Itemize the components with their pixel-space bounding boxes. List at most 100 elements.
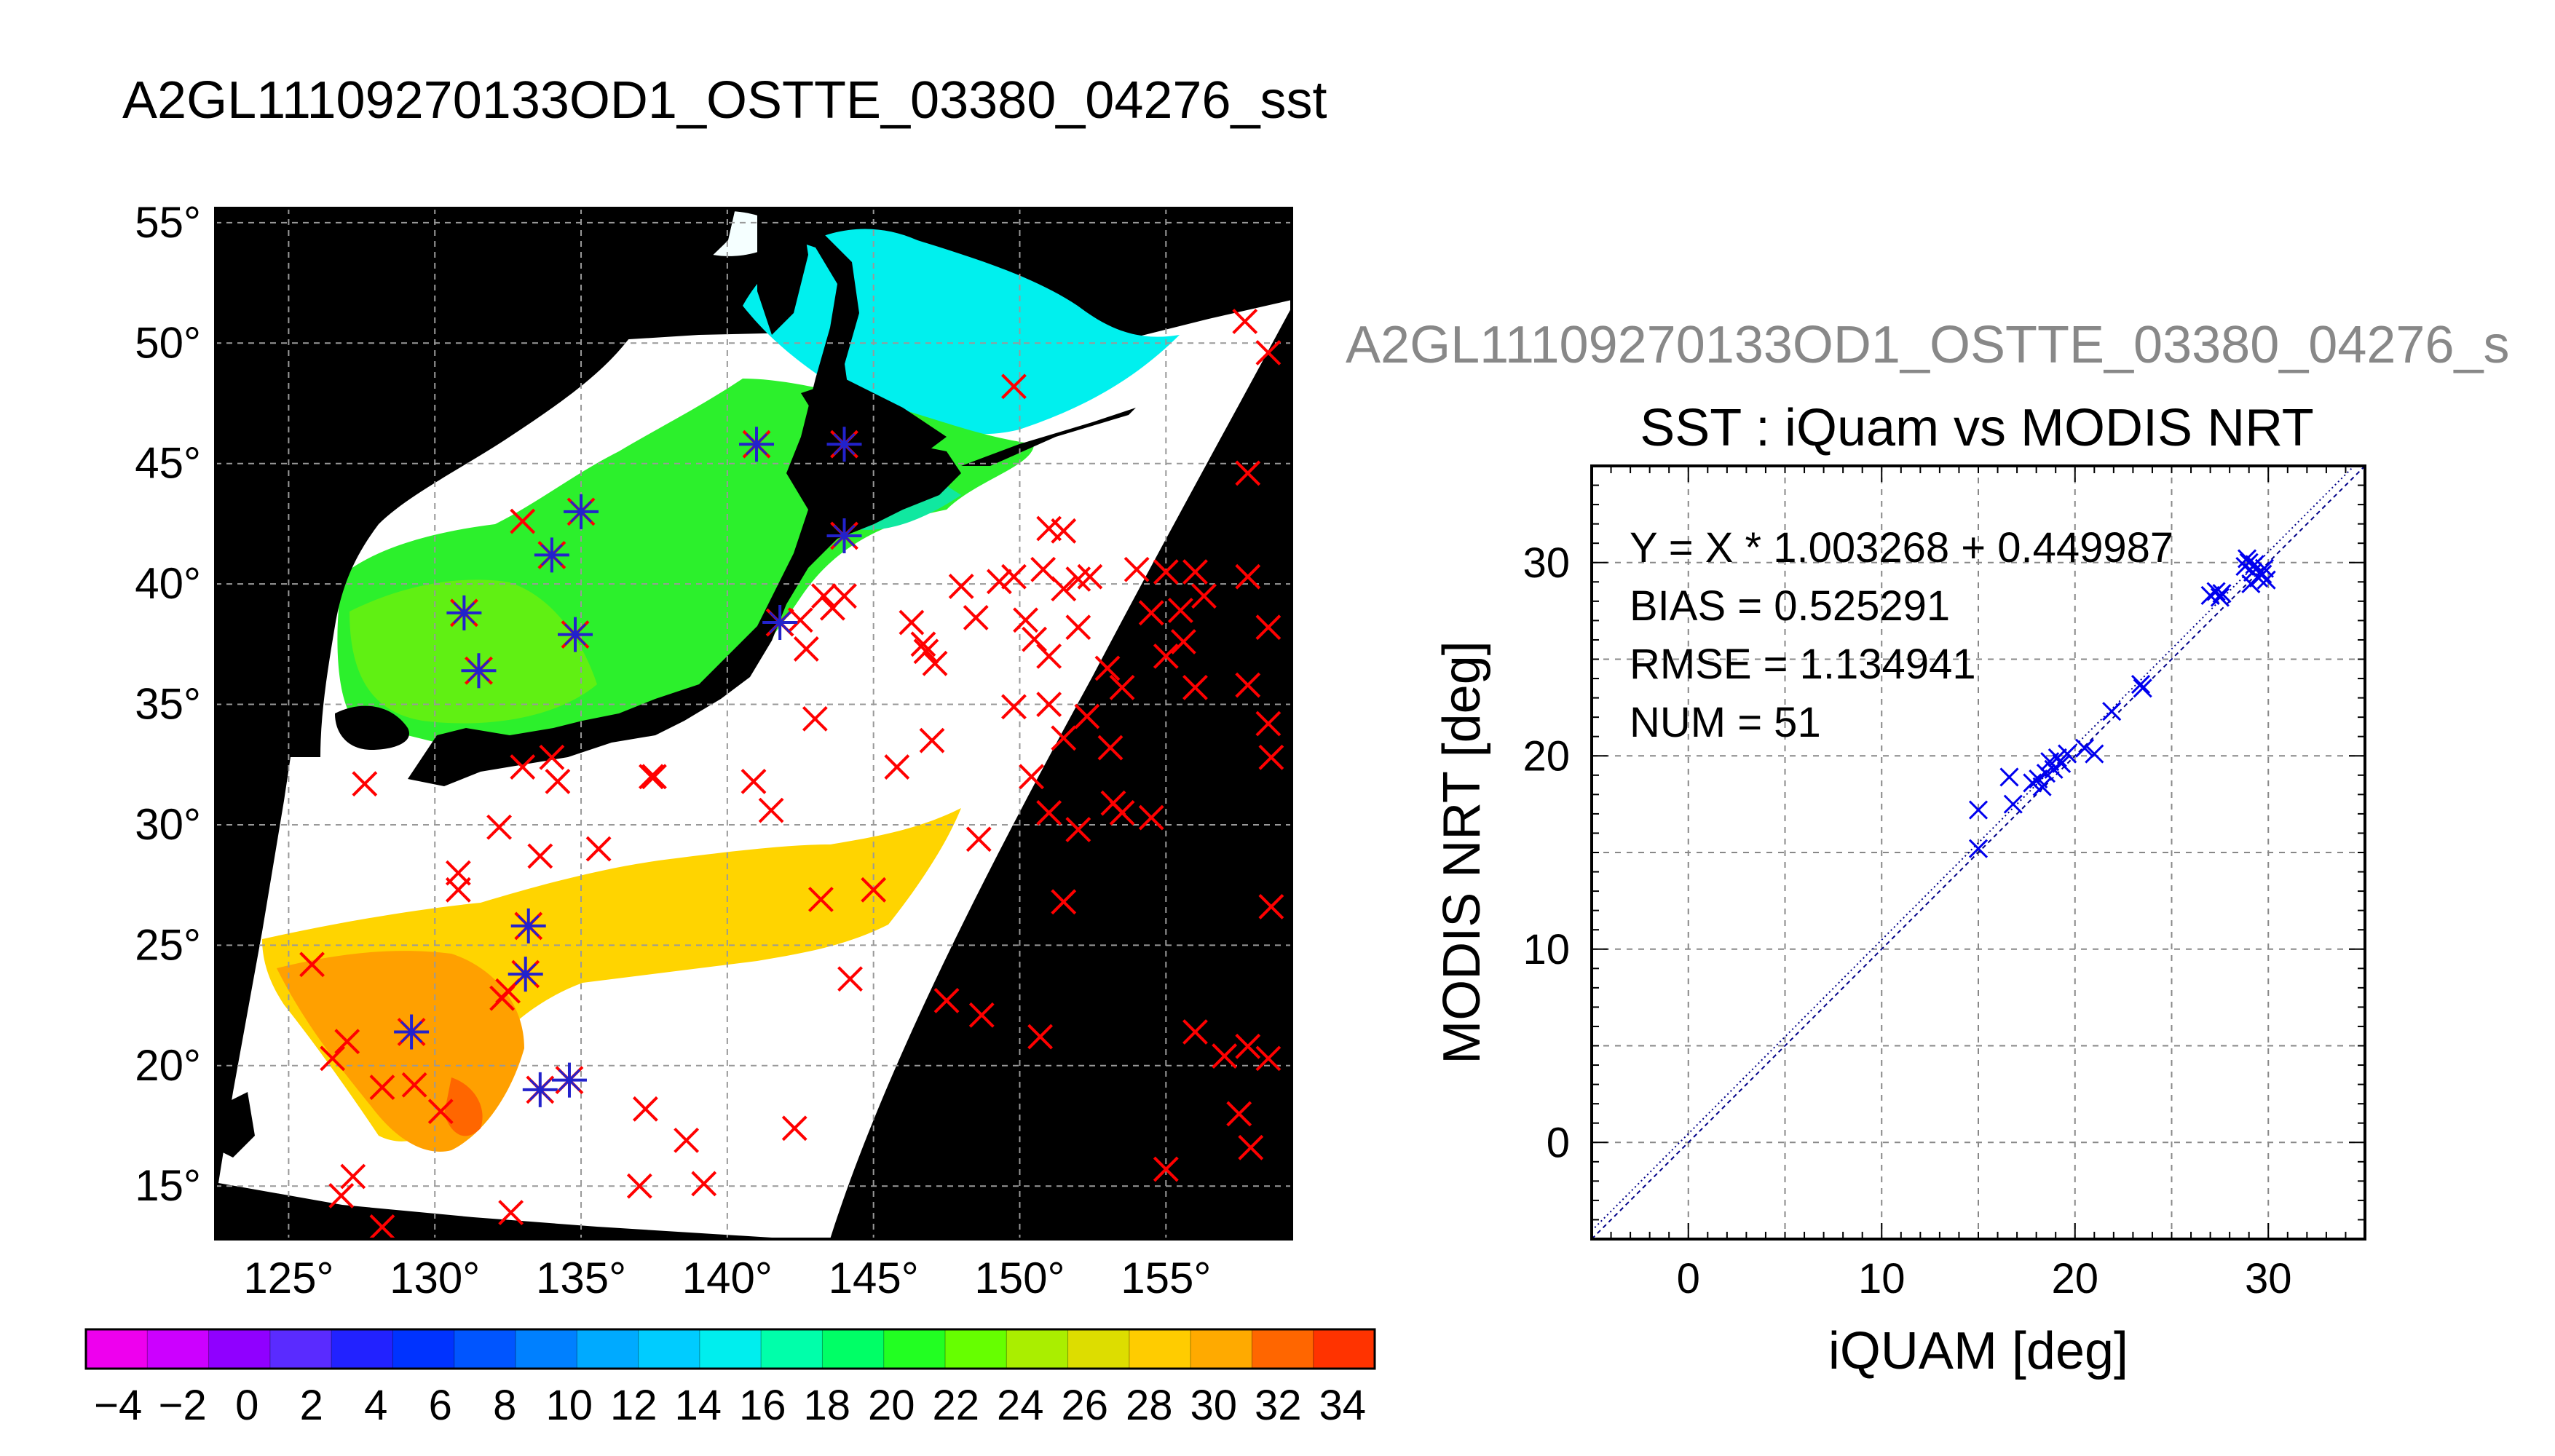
scatter-point xyxy=(2102,702,2122,721)
scatter-point xyxy=(2212,584,2232,604)
map-outlier-marker xyxy=(922,650,948,676)
map-matchup-marker xyxy=(739,427,775,462)
colorbar-tick-label: 10 xyxy=(545,1382,593,1429)
colorbar-segment xyxy=(822,1329,885,1369)
colorbar-segment xyxy=(761,1329,823,1369)
colorbar-segment xyxy=(945,1329,1007,1369)
scatter-point xyxy=(2058,744,2077,764)
map-y-tick-label: 45° xyxy=(135,439,201,488)
map-matchup-marker xyxy=(394,1014,430,1050)
map-outlier-marker xyxy=(968,1002,995,1028)
map-outlier-marker xyxy=(445,877,471,903)
scatter-point xyxy=(2023,773,2042,793)
scatter-ylabel: MODIS NRT [deg] xyxy=(1433,641,1491,1064)
scatter-x-tick-label: 10 xyxy=(1858,1255,1906,1302)
colorbar-tick-label: 22 xyxy=(932,1382,979,1429)
map-outlier-marker xyxy=(884,754,910,780)
map-outlier-marker xyxy=(1212,1043,1238,1069)
map-outlier-marker xyxy=(545,768,571,794)
colorbar-segment xyxy=(883,1329,946,1369)
map-outlier-marker xyxy=(1153,643,1179,669)
map-outlier-marker xyxy=(861,877,887,903)
map-outlier-marker xyxy=(1258,894,1284,919)
map-outlier-marker xyxy=(1013,607,1038,633)
map-x-tick-label: 145° xyxy=(829,1254,919,1302)
scatter-point xyxy=(2074,738,2095,758)
colorbar-segment xyxy=(577,1329,639,1369)
map-outlier-marker xyxy=(1001,373,1027,400)
map-outlier-marker xyxy=(802,705,828,732)
colorbar-segment xyxy=(454,1329,516,1369)
map-outlier-marker xyxy=(1235,460,1261,486)
scatter-x-tick-label: 30 xyxy=(2245,1255,2292,1302)
map-outlier-marker xyxy=(1051,889,1077,915)
scatter-point xyxy=(2210,587,2230,607)
colorbar-tick-label: 2 xyxy=(300,1382,323,1429)
scatter-title: SST : iQuam vs MODIS NRT xyxy=(1640,399,2314,457)
map-outlier-marker xyxy=(758,797,784,823)
map-outlier-marker xyxy=(965,826,992,852)
map-outlier-marker xyxy=(1255,1045,1282,1072)
map-outlier-marker xyxy=(1094,655,1121,681)
map-y-tick-labels: 15° 20° 25° 30° 35° 40° 45° 50° 55° xyxy=(135,198,201,1210)
map-y-tick-label: 55° xyxy=(135,198,201,247)
map-outlier-marker xyxy=(1065,614,1091,641)
map-grid xyxy=(216,208,1292,1239)
map-outlier-marker xyxy=(585,836,612,862)
scatter-point xyxy=(2241,574,2261,594)
map-outlier-marker xyxy=(741,768,767,794)
map-outlier-marker xyxy=(1074,703,1100,729)
colorbar-segment xyxy=(1067,1329,1130,1369)
scatter-point xyxy=(2133,678,2152,698)
map-outlier-marker xyxy=(498,1200,524,1226)
colorbar-tick-label: 12 xyxy=(610,1382,657,1429)
scatter-point xyxy=(2253,564,2272,584)
map-outlier-marker xyxy=(427,1099,454,1125)
scatter-point xyxy=(2254,558,2275,578)
colorbar-tick-label: 20 xyxy=(868,1382,915,1429)
map-outlier-marker xyxy=(787,607,813,633)
map-matchup-marker xyxy=(534,537,569,573)
colorbar-tick-labels: −4 −2 0 2 4 6 8 10 12 14 16 18 20 22 24 26 28 30 32 34 xyxy=(94,1382,1366,1429)
colorbar-segment xyxy=(86,1329,148,1369)
scatter-point xyxy=(2237,549,2257,569)
colorbar-segment xyxy=(1252,1329,1314,1369)
land-japan xyxy=(408,233,961,786)
scatter-subtitle: A2GL11109270133OD1_OSTTE_03380_04276_s xyxy=(1346,316,2510,374)
colorbar-segment xyxy=(147,1329,210,1369)
map-title: A2GL11109270133OD1_OSTTE_03380_04276_sst xyxy=(122,71,1327,130)
map-outlier-marker xyxy=(1097,735,1124,761)
map-outlier-marker xyxy=(1153,559,1179,585)
scatter-y-tick-label: 20 xyxy=(1523,732,1570,780)
colorbar-tick-label: 28 xyxy=(1126,1382,1173,1429)
colorbar-tick-label: 8 xyxy=(493,1382,516,1429)
map-x-tick-labels: 125° 130° 135° 140° 145° 150° 155° xyxy=(243,1254,1211,1302)
scatter-point xyxy=(2245,555,2264,574)
map-outlier-marker xyxy=(820,595,845,621)
scatter-stat-line: NUM = 51 xyxy=(1630,699,1821,746)
map-outlier-marker xyxy=(340,1163,366,1190)
colorbar-tick-label: 4 xyxy=(364,1382,387,1429)
sea-south-deep-orange xyxy=(444,1077,483,1136)
colorbar-tick-label: −2 xyxy=(159,1382,207,1429)
map-outlier-marker xyxy=(1100,790,1126,816)
map-outlier-marker xyxy=(1191,583,1217,609)
colorbar-segment xyxy=(1129,1329,1191,1369)
map-outlier-marker xyxy=(793,636,819,662)
map-matchup-marker xyxy=(826,518,862,553)
map-outlier-marker xyxy=(948,574,974,599)
colorbar-segment xyxy=(392,1329,455,1369)
land-kuriles xyxy=(961,408,1136,466)
scatter-stats: Y = X * 1.003268 + 0.449987 BIAS = 0.5252… xyxy=(1630,524,2173,746)
map-panel: 125° 130° 135° 140° 145° 150° 155° 15° 20° 25° 30… xyxy=(135,198,1293,1302)
scatter-point xyxy=(1968,800,1989,820)
map-outlier-marker xyxy=(1235,1033,1261,1059)
colorbar-tick-label: 18 xyxy=(803,1382,850,1429)
map-outlier-marker xyxy=(1001,563,1027,590)
scatter-panel: 0 10 20 30 0 10 20 30 Y = X * 1.003268 + 0.449… xyxy=(1433,464,2366,1380)
colorbar-segment xyxy=(1313,1329,1375,1369)
map-x-tick-label: 130° xyxy=(390,1254,480,1302)
map-matchup-marker xyxy=(508,957,543,992)
map-outlier-marker xyxy=(1124,556,1150,582)
